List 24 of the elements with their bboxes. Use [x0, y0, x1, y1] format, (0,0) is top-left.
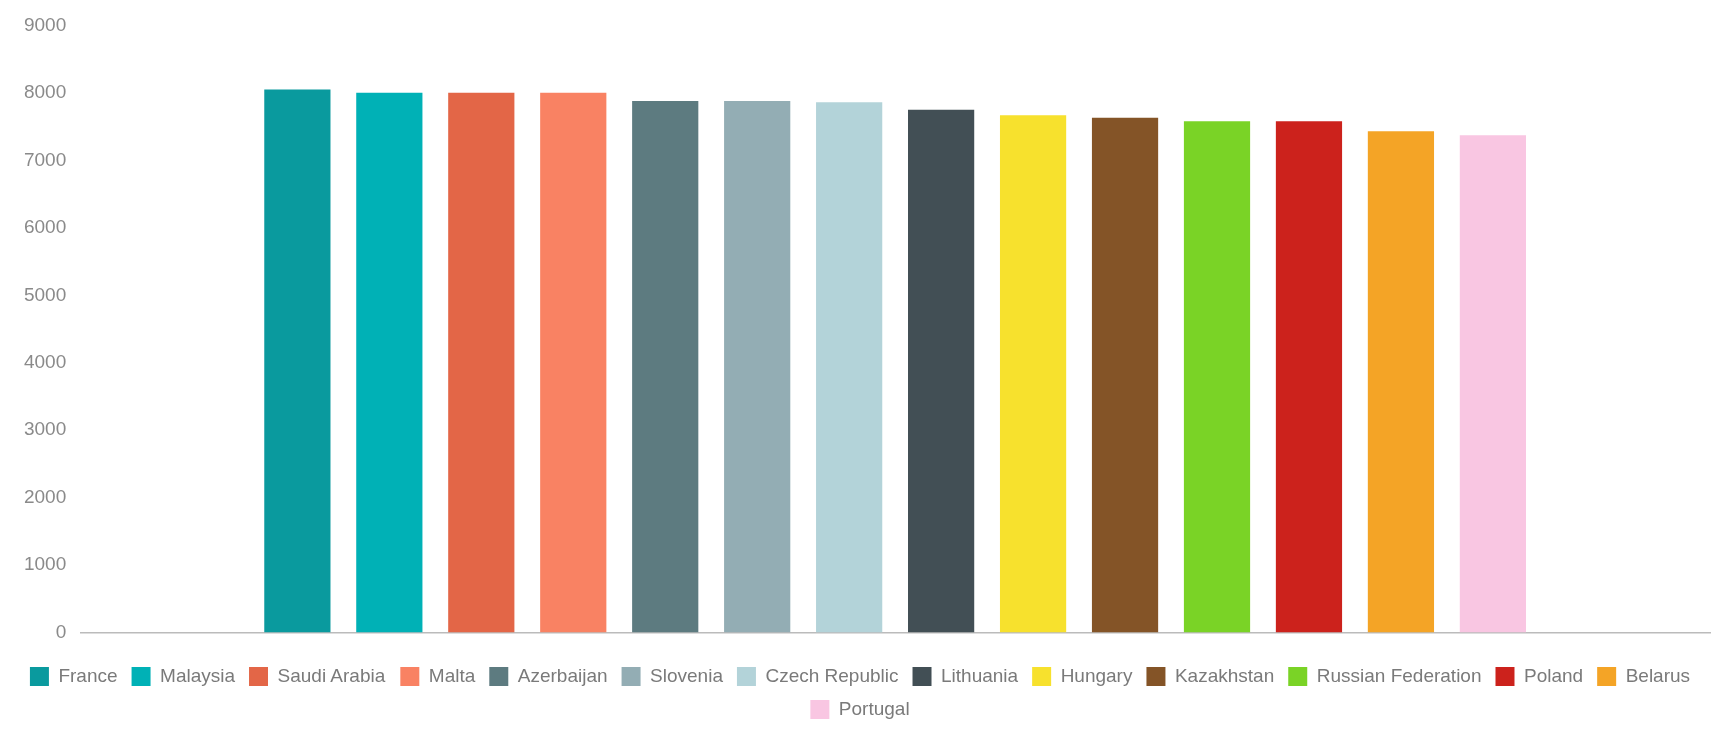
legend-label: Belarus — [1625, 664, 1691, 686]
y-tick-label: 4000 — [23, 350, 67, 372]
legend-label: Kazakhstan — [1174, 664, 1275, 686]
legend-label: Poland — [1523, 664, 1584, 686]
legend-label: France — [58, 664, 118, 686]
y-tick-label: 1000 — [23, 553, 67, 575]
y-tick-label: 3000 — [23, 418, 67, 440]
legend-label: Hungary — [1060, 664, 1133, 686]
legend-label: Malaysia — [160, 664, 236, 686]
legend-label: Lithuania — [941, 664, 1019, 686]
y-tick-label: 7000 — [23, 148, 67, 170]
y-tick-label: 5000 — [23, 283, 67, 305]
legend-label: Slovenia — [650, 664, 724, 686]
legend-label: Russian Federation — [1316, 664, 1482, 686]
legend-label: Czech Republic — [765, 664, 899, 686]
y-tick-label: 9000 — [23, 13, 67, 35]
y-tick-label: 6000 — [23, 216, 67, 238]
y-tick-label: 2000 — [23, 485, 67, 507]
legend-label: Malta — [428, 664, 476, 686]
legend-label: Azerbaijan — [517, 664, 608, 686]
y-tick-label: 0 — [55, 620, 67, 642]
legend-label: Portugal — [838, 697, 910, 719]
legend-label: Saudi Arabia — [277, 664, 386, 686]
y-tick-label: 8000 — [23, 81, 67, 103]
